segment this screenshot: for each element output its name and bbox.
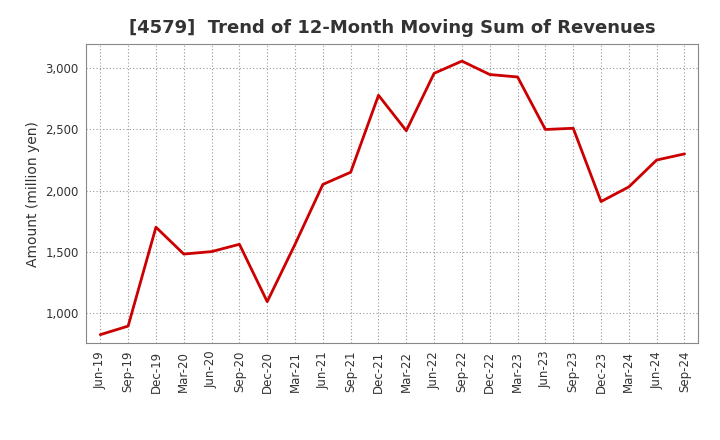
- Title: [4579]  Trend of 12-Month Moving Sum of Revenues: [4579] Trend of 12-Month Moving Sum of R…: [129, 19, 656, 37]
- Y-axis label: Amount (million yen): Amount (million yen): [26, 121, 40, 267]
